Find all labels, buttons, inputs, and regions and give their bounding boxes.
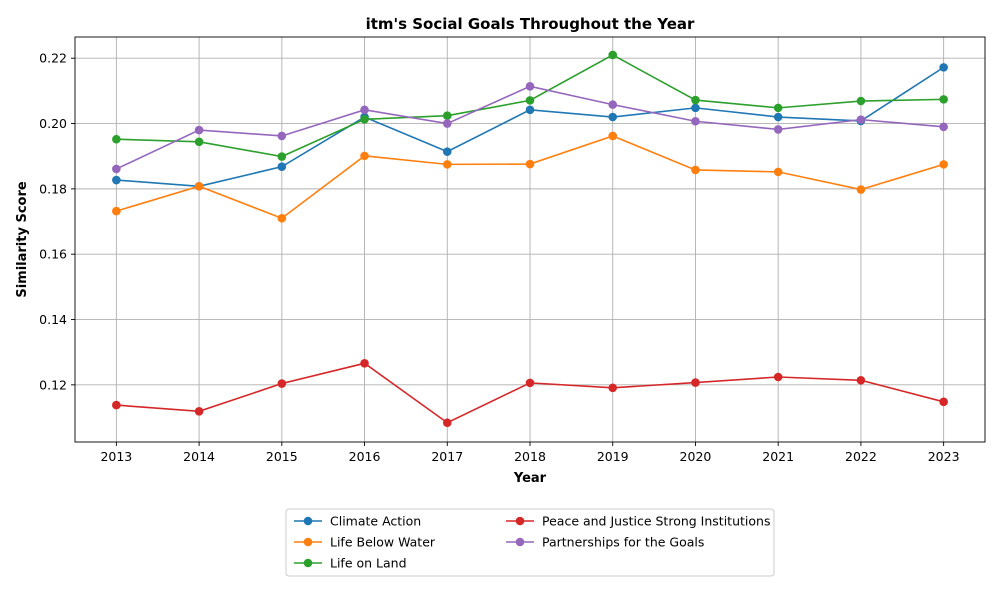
data-point [608, 50, 618, 60]
series-peace-and-justice-strong-institutions [112, 358, 948, 428]
chart-title: itm's Social Goals Throughout the Year [366, 15, 695, 33]
data-point [939, 95, 948, 104]
legend-marker [515, 537, 525, 547]
data-point [525, 82, 535, 91]
data-point [939, 160, 948, 169]
data-point [277, 379, 287, 388]
data-point [773, 125, 783, 134]
data-point [277, 213, 287, 223]
data-point [360, 115, 369, 124]
y-tick-label: 0.22 [39, 51, 67, 66]
data-point [277, 131, 287, 141]
data-point [856, 375, 866, 385]
data-point [194, 137, 204, 147]
y-tick-label: 0.16 [39, 247, 67, 262]
legend-label: Climate Action [330, 514, 421, 529]
series-partnerships-for-the-goals [112, 82, 948, 174]
y-tick-label: 0.20 [39, 116, 67, 131]
legend-marker [303, 537, 313, 547]
data-point [939, 63, 948, 72]
data-point [608, 112, 618, 122]
data-point [525, 96, 535, 105]
data-point [856, 115, 866, 124]
y-axis-ticks: 0.12 0.14 0.16 0.18 0.20 0.22 [39, 51, 75, 392]
x-tick-label: 2016 [349, 449, 381, 464]
series-life-on-land [112, 50, 948, 161]
y-tick-label: 0.12 [39, 377, 67, 392]
data-point [691, 103, 700, 113]
legend-label: Life on Land [330, 556, 407, 571]
legend-item: Peace and Justice Strong Institutions [506, 514, 770, 529]
data-point [194, 181, 204, 191]
data-point [194, 406, 204, 416]
x-tick-label: 2015 [266, 449, 298, 464]
legend-label: Life Below Water [330, 535, 436, 550]
data-point [691, 378, 700, 387]
data-point [442, 119, 452, 128]
x-tick-label: 2020 [680, 449, 712, 464]
data-point [360, 105, 369, 115]
data-point [442, 160, 452, 169]
x-axis-title: Year [513, 471, 547, 486]
data-point [773, 167, 783, 177]
x-tick-label: 2017 [431, 449, 463, 464]
data-point [939, 397, 948, 407]
data-point [112, 164, 121, 174]
data-point [525, 378, 535, 388]
data-point [525, 105, 535, 115]
data-point [608, 383, 618, 393]
data-point [112, 206, 121, 216]
y-axis-title: Similarity Score [15, 181, 30, 298]
x-tick-label: 2021 [762, 449, 794, 464]
data-point [194, 125, 204, 135]
legend-item: Climate Action [294, 514, 421, 529]
legend-marker [303, 558, 313, 568]
x-tick-label: 2013 [100, 449, 132, 464]
data-point [112, 175, 121, 185]
series-life-below-water [112, 131, 948, 223]
data-point [608, 131, 618, 141]
data-point [112, 400, 121, 410]
data-point [360, 151, 369, 161]
data-point [773, 112, 783, 122]
legend-label: Peace and Justice Strong Institutions [542, 514, 770, 529]
legend-marker [303, 516, 313, 526]
y-tick-label: 0.14 [39, 312, 67, 327]
x-tick-label: 2019 [597, 449, 629, 464]
data-point [442, 111, 452, 121]
data-point [277, 152, 287, 161]
data-point [360, 358, 369, 368]
data-point [277, 162, 287, 171]
x-tick-label: 2023 [928, 449, 960, 464]
data-point [442, 147, 452, 156]
data-point [773, 372, 783, 382]
data-point [112, 134, 121, 144]
data-point [856, 185, 866, 194]
data-point [442, 418, 452, 428]
legend: Climate Action Life Below Water Life on La… [285, 508, 775, 577]
legend-item: Life on Land [294, 556, 407, 571]
legend-item: Partnerships for the Goals [506, 535, 704, 550]
x-axis-ticks: 2013 2014 2015 2016 2017 2018 2019 2020 2021 2022… [100, 442, 960, 464]
x-tick-label: 2018 [514, 449, 546, 464]
data-point [856, 96, 866, 106]
legend-item: Life Below Water [294, 535, 436, 550]
x-tick-label: 2014 [183, 449, 215, 464]
legend-marker [515, 516, 525, 526]
legend-label: Partnerships for the Goals [542, 535, 704, 550]
data-point [773, 103, 783, 113]
data-point [691, 95, 700, 105]
data-point [691, 116, 700, 126]
data-point [939, 122, 948, 132]
x-tick-label: 2022 [845, 449, 877, 464]
data-point [525, 159, 535, 169]
y-tick-label: 0.18 [39, 181, 67, 196]
data-point [608, 100, 618, 109]
data-point [691, 165, 700, 175]
series-layer [112, 50, 948, 428]
